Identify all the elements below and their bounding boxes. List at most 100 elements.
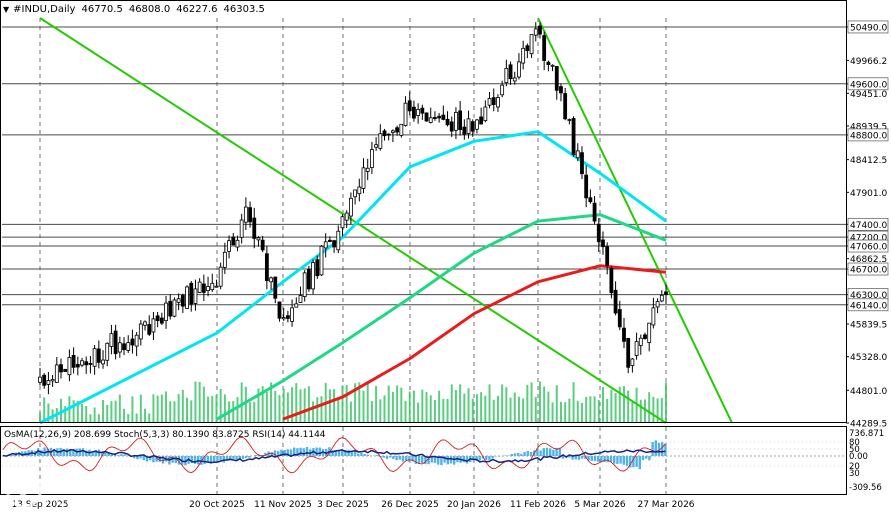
candle-body — [151, 318, 156, 333]
osma-bar — [254, 454, 257, 456]
price-axis-label: 47901.0 — [850, 189, 887, 199]
candle-body — [647, 322, 652, 343]
candle-body — [403, 102, 408, 126]
volume-bar — [131, 396, 134, 423]
candle-body — [395, 127, 400, 133]
candle-body — [92, 348, 97, 367]
candle-body — [214, 285, 219, 288]
osma-bar — [645, 456, 648, 459]
volume-bar — [509, 397, 512, 423]
osma-bar — [385, 456, 389, 460]
price-axis-label: 47400.0 — [850, 221, 887, 231]
osma-bar — [62, 449, 65, 456]
volume-bar — [341, 385, 344, 423]
price-axis-label: 46300.0 — [850, 291, 887, 301]
volume-bar — [505, 387, 508, 423]
osma-bar — [289, 449, 293, 456]
volume-bar — [585, 396, 588, 423]
volume-bar — [93, 407, 96, 423]
candle-body — [260, 239, 265, 251]
volume-bar — [580, 402, 583, 423]
volume-bar — [76, 400, 79, 423]
volume-bar — [400, 387, 403, 423]
date-axis-label: 5 Mar 2026 — [574, 500, 626, 510]
volume-bar — [156, 395, 159, 423]
candle-body — [571, 118, 576, 156]
candle-body — [445, 118, 450, 126]
osma-bar — [344, 450, 347, 456]
candle-body — [67, 357, 72, 376]
osma-bar — [145, 456, 149, 462]
volume-bar — [295, 383, 298, 423]
osma-bar — [353, 450, 357, 456]
price-axis-label: 46862.5 — [850, 255, 887, 265]
osma-bar — [446, 456, 449, 465]
osma-bar — [78, 448, 81, 456]
dropdown-icon[interactable]: ▼ — [3, 4, 10, 14]
price-level-box — [847, 77, 889, 91]
volume-bar — [337, 398, 340, 423]
osma-bar — [555, 447, 558, 456]
candle-body — [500, 84, 505, 96]
volume-bar — [559, 401, 562, 423]
osma-bar — [568, 456, 571, 458]
candle-body — [155, 315, 160, 322]
brand-name: instaforex — [46, 468, 197, 499]
candle-body — [88, 363, 93, 365]
volume-bar — [463, 393, 466, 423]
osma-bar — [142, 456, 145, 461]
subwindow-level-label: -309.56 — [849, 483, 882, 493]
volume-bar — [635, 387, 638, 423]
subwindow-level-label: 30 — [849, 469, 860, 479]
price-level-box — [847, 20, 889, 34]
volume-bar — [459, 384, 462, 423]
osma-bar — [209, 456, 213, 464]
osma-bar — [334, 450, 337, 456]
osma-bar — [389, 456, 392, 458]
osma-bar — [302, 448, 305, 456]
volume-bar — [118, 394, 121, 423]
volume-bar — [345, 385, 348, 423]
osma-bar — [433, 456, 437, 464]
osma-bar — [635, 456, 638, 467]
volume-bar — [606, 398, 609, 423]
candle-body — [269, 277, 273, 283]
volume-bar — [467, 388, 470, 423]
osma-bar — [465, 456, 469, 464]
osma-bar — [161, 456, 165, 464]
price-axis-label: 47200.0 — [850, 234, 887, 244]
osma-bar — [37, 448, 40, 456]
candle-body — [75, 363, 80, 368]
osma-bar — [235, 456, 238, 460]
volume-bar — [547, 391, 550, 423]
candle-body — [546, 61, 551, 65]
volume-bar — [160, 394, 163, 423]
volume-bar — [538, 381, 541, 423]
osma-bar — [478, 456, 481, 461]
price-axis-label: 49600.0 — [850, 80, 887, 90]
volume-bar — [186, 397, 189, 423]
candle-body — [559, 86, 563, 94]
osma-bar — [21, 451, 24, 456]
osma-bar — [104, 452, 107, 456]
volume-bar — [223, 394, 226, 423]
volume-bar — [471, 398, 474, 423]
subwindow-level-label: 20 — [849, 462, 860, 472]
indicator-label: OsMA(12,26,9) 208.699 Stoch(5,3,3) 80.13… — [4, 430, 326, 440]
osma-bar — [629, 456, 632, 468]
osma-bar — [350, 451, 353, 456]
candle-body — [159, 317, 164, 324]
osma-bar — [213, 456, 216, 463]
osma-bar — [395, 456, 398, 461]
candle-body — [172, 299, 177, 317]
osma-bar — [600, 456, 603, 463]
volume-bar — [446, 398, 449, 423]
candle-body — [201, 283, 206, 293]
volume-bar — [648, 392, 651, 423]
candle-body — [664, 291, 668, 295]
volume-bar — [190, 400, 193, 423]
osma-bar — [497, 456, 501, 457]
osma-bar — [325, 448, 328, 456]
osma-bar — [305, 446, 309, 456]
volume-bar — [387, 385, 390, 423]
